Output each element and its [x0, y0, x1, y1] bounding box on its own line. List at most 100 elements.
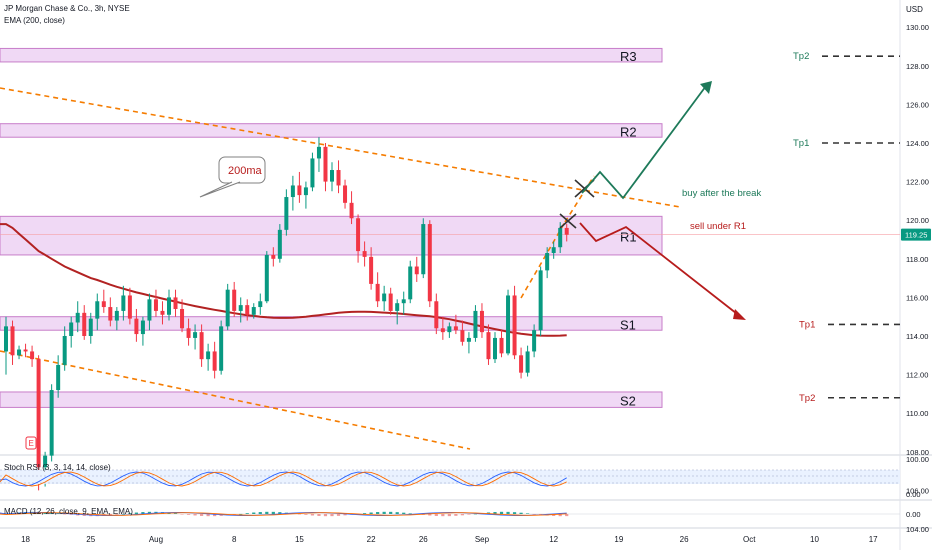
candle-body[interactable]	[303, 187, 308, 196]
candle-body[interactable]	[264, 254, 269, 302]
candle-body[interactable]	[140, 320, 145, 335]
candle-body[interactable]	[466, 337, 471, 342]
candle-body[interactable]	[323, 146, 328, 182]
candle-body[interactable]	[336, 170, 341, 186]
candle-body[interactable]	[401, 299, 406, 304]
candle-body[interactable]	[447, 326, 452, 333]
candle-body[interactable]	[343, 185, 348, 203]
candle-body[interactable]	[10, 326, 15, 356]
candle-body[interactable]	[153, 299, 158, 311]
buy-path-arrow[interactable]	[581, 85, 707, 200]
candle-body[interactable]	[356, 218, 361, 252]
candle-body[interactable]	[232, 289, 237, 311]
candle-body[interactable]	[193, 332, 198, 338]
candle-body[interactable]	[147, 299, 152, 321]
candle-body[interactable]	[493, 337, 497, 360]
candle-body[interactable]	[101, 301, 106, 308]
candle-body[interactable]	[56, 364, 61, 391]
candle-body[interactable]	[167, 297, 171, 315]
candle-body[interactable]	[460, 330, 465, 342]
candle-body[interactable]	[199, 332, 204, 360]
candle-body[interactable]	[551, 247, 556, 254]
candle-body[interactable]	[434, 301, 439, 329]
candle-body[interactable]	[473, 310, 478, 338]
candle-body[interactable]	[564, 227, 569, 235]
candle-body[interactable]	[225, 289, 230, 327]
candle-body[interactable]	[4, 326, 8, 352]
candle-body[interactable]	[388, 293, 393, 311]
ema200-line[interactable]	[0, 223, 567, 337]
candle-body[interactable]	[486, 332, 491, 360]
candle-body[interactable]	[538, 270, 543, 331]
candle-body[interactable]	[519, 355, 524, 373]
candle-body[interactable]	[414, 266, 419, 275]
candle-body[interactable]	[440, 328, 445, 333]
candle-body[interactable]	[30, 351, 35, 360]
symbol-legend[interactable]: JP Morgan Chase & Co., 3h, NYSE	[4, 4, 130, 13]
candle-body[interactable]	[212, 351, 217, 371]
candle-body[interactable]	[17, 349, 22, 356]
candle-body[interactable]	[310, 158, 315, 188]
candle-body[interactable]	[75, 312, 80, 323]
candle-body[interactable]	[219, 326, 224, 371]
macd-hist-bar	[526, 513, 530, 514]
candle-body[interactable]	[558, 227, 563, 248]
candle-body[interactable]	[258, 301, 263, 308]
candle-body[interactable]	[121, 295, 126, 311]
candle-body[interactable]	[297, 185, 302, 196]
candle-body[interactable]	[114, 310, 119, 321]
upper-trendline[interactable]	[0, 87, 681, 208]
candle-body[interactable]	[95, 301, 100, 319]
candle-body[interactable]	[395, 303, 400, 311]
candle-body[interactable]	[499, 337, 504, 354]
candle-body[interactable]	[316, 146, 321, 159]
candle-body[interactable]	[23, 349, 28, 352]
candle-body[interactable]	[160, 310, 165, 315]
candle-body[interactable]	[479, 310, 484, 333]
candle-body[interactable]	[88, 318, 93, 336]
macd-hist-bar	[108, 514, 112, 516]
candle-body[interactable]	[382, 293, 387, 302]
candle-body[interactable]	[512, 295, 517, 356]
ema-legend[interactable]: EMA (200, close)	[4, 16, 65, 25]
candle-body[interactable]	[427, 224, 432, 302]
candle-body[interactable]	[362, 251, 367, 257]
lower-trendline[interactable]	[0, 350, 471, 450]
candle-body[interactable]	[186, 328, 191, 338]
candle-body[interactable]	[525, 351, 530, 373]
candle-body[interactable]	[49, 390, 54, 456]
candle-body[interactable]	[349, 202, 354, 219]
stoch-rsi-legend[interactable]: Stoch RSI (3, 3, 14, 14, close)	[4, 463, 111, 472]
candle-body[interactable]	[330, 170, 334, 182]
candle-body[interactable]	[69, 322, 74, 336]
candle-body[interactable]	[506, 295, 511, 354]
candle-body[interactable]	[36, 359, 41, 468]
candle-body[interactable]	[532, 330, 537, 352]
candle-body[interactable]	[453, 326, 458, 331]
candle-body[interactable]	[173, 297, 178, 309]
candle-body[interactable]	[206, 351, 211, 360]
candle-body[interactable]	[369, 256, 374, 284]
candle-body[interactable]	[108, 307, 113, 321]
candle-body[interactable]	[290, 185, 295, 198]
candle-body[interactable]	[127, 295, 132, 319]
rising-trendline[interactable]	[520, 221, 566, 299]
candle-body[interactable]	[245, 305, 250, 315]
candle-body[interactable]	[180, 308, 185, 329]
candle-body[interactable]	[43, 455, 48, 468]
candle-body[interactable]	[421, 224, 426, 275]
candle-body[interactable]	[375, 283, 380, 302]
candle-body[interactable]	[284, 197, 289, 230]
candle-body[interactable]	[271, 254, 276, 259]
candle-body[interactable]	[134, 318, 139, 335]
sell-path-arrow[interactable]	[579, 222, 742, 318]
candle-body[interactable]	[62, 336, 67, 365]
candle-body[interactable]	[238, 305, 243, 311]
candle-body[interactable]	[545, 253, 550, 271]
candle-body[interactable]	[408, 266, 413, 300]
earnings-marker[interactable]	[25, 436, 37, 450]
candle-body[interactable]	[277, 229, 282, 259]
macd-legend[interactable]: MACD (12, 26, close, 9, EMA, EMA)	[4, 507, 133, 516]
candle-body[interactable]	[251, 307, 256, 315]
candle-body[interactable]	[82, 312, 87, 336]
